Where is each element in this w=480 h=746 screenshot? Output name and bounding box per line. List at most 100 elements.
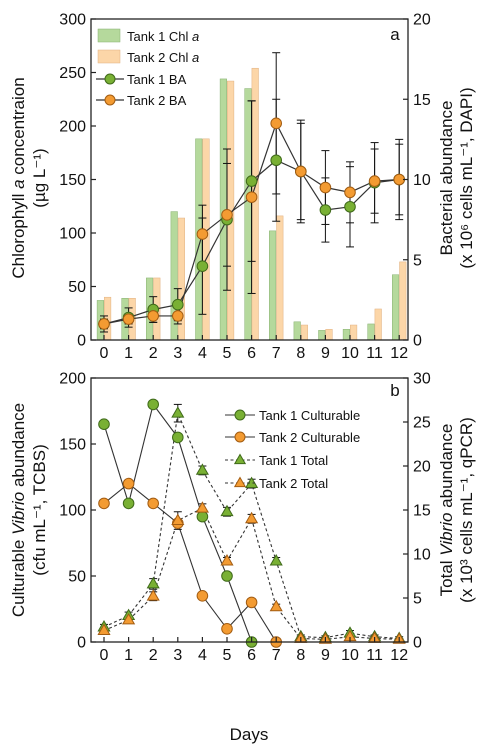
point-tank-1-ba-day-10: [344, 200, 356, 213]
panel-b-left-tick-label-50: 50: [68, 569, 86, 586]
panel-a-right-axis-label: Bacterial abundance: [437, 100, 456, 255]
panel-a-x-tick-label-5: 5: [223, 345, 232, 362]
panel-b-left-axis-label: Culturable Vibrio abundance: [9, 403, 28, 617]
panel-a-letter: a: [390, 25, 400, 44]
panel-a-left-tick-label-50: 50: [68, 279, 86, 296]
point-tank-1-culturable-day-3: [172, 431, 184, 444]
bar-tank-2-chl-a-day-11: [374, 308, 382, 340]
point-tank-2-ba-day-9: [319, 181, 332, 194]
point-tank-2-ba-day-7: [270, 117, 283, 130]
panel-b-left-tick-label-100: 100: [59, 503, 86, 520]
point-tank-2-total-day-0: [97, 623, 111, 635]
point-tank-1-ba-day-6: [245, 175, 258, 187]
bar-tank-2-chl-a-day-10: [350, 324, 358, 340]
point-tank-1-culturable-day-1: [122, 497, 135, 510]
point-tank-2-ba-day-11: [368, 175, 381, 187]
panel-a-x-tick-label-10: 10: [341, 345, 359, 362]
panel-b-x-tick-label-12: 12: [390, 647, 408, 664]
point-tank-2-ba-day-4: [196, 228, 209, 240]
panel-a-right-tick-label-0: 0: [413, 333, 422, 350]
bar-tank-2-chl-a-day-12: [399, 261, 407, 340]
panel-a-legend: Tank 1 Chl a Tank 2 Chl a Tank 1 BA Tank 2 …: [96, 28, 199, 108]
panel-b-right-tick-label-0: 0: [413, 635, 422, 652]
panel-b-x-tick-label-7: 7: [272, 647, 281, 664]
point-tank-1-total-day-4: [195, 463, 209, 475]
panel-a-x-tick-label-6: 6: [247, 345, 256, 362]
point-tank-1-ba-day-9: [319, 204, 332, 216]
panel-b-right-tick-label-5: 5: [413, 591, 422, 608]
legend-marker-tank-2-total: [233, 476, 247, 488]
panel-b-x-axis-label: Days: [230, 725, 269, 744]
point-tank-2-ba-day-5: [221, 209, 233, 221]
panel-a-x-tick-label-7: 7: [272, 345, 281, 362]
panel-b-x-tick-label-2: 2: [149, 647, 158, 664]
panel-b-x-tick-label-4: 4: [198, 647, 207, 664]
point-tank-1-total-day-5: [220, 504, 234, 517]
panel-b-right-tick-label-30: 30: [413, 371, 431, 388]
panel-a-left-tick-label-250: 250: [59, 65, 86, 82]
panel-b-right-tick-label-20: 20: [413, 459, 431, 476]
point-tank-1-ba-day-3: [172, 298, 184, 311]
panel-b-legend: Tank 1 Culturable Tank 2 Culturable Tank 1…: [225, 408, 360, 491]
bar-tank-2-chl-a-day-6: [251, 67, 259, 340]
panel-b-x-tick-label-9: 9: [321, 647, 330, 664]
point-tank-1-total-day-3: [171, 406, 185, 418]
point-tank-2-total-day-3: [171, 513, 185, 525]
point-tank-2-ba-day-0: [98, 318, 110, 330]
panel-b-x-tick-label-11: 11: [366, 647, 383, 664]
panel-a-x-tick-label-1: 1: [124, 345, 133, 362]
panel-b-right-axis-ticks: 0 5 10 15 20 25 30: [403, 371, 431, 652]
legend-label-tank-1-chl-a: Tank 1 Chl a: [127, 29, 199, 44]
legend-label-tank-2-ba: Tank 2 BA: [127, 93, 187, 108]
point-tank-1-total-day-7: [269, 554, 283, 566]
panel-b-x-tick-label-8: 8: [296, 647, 305, 664]
point-tank-2-total-day-2: [146, 589, 160, 601]
panel-b-x-tick-label-0: 0: [100, 647, 109, 664]
point-tank-1-culturable-day-2: [147, 398, 159, 411]
panel-a-x-tick-label-11: 11: [366, 345, 383, 362]
legend-marker-tank-2-ba: [104, 94, 116, 106]
point-tank-1-ba-day-4: [196, 260, 209, 272]
legend-label-tank-2-chl-a: Tank 2 Chl a: [127, 50, 199, 65]
point-tank-2-ba-day-6: [245, 191, 258, 203]
panel-a-left-axis-label: Chlorophyll a concentraion: [9, 77, 28, 278]
panel-a-right-tick-label-20: 20: [413, 12, 431, 29]
panel-a-x-axis-ticks: 0 1 2 3 4 5 6 7 8 9 10 11 12: [100, 335, 408, 362]
panel-b-right-axis-label: Total Vibrio abundance: [437, 424, 456, 597]
panel-b-left-tick-label-200: 200: [59, 371, 86, 388]
legend-marker-tank-1-total: [233, 453, 247, 465]
panel-b-lines: [97, 398, 406, 648]
panel-a-left-tick-label-300: 300: [59, 12, 86, 29]
bar-tank-1-chl-a-day-6: [244, 88, 252, 340]
panel-a-x-tick-label-2: 2: [149, 345, 158, 362]
bar-tank-2-chl-a-day-3: [177, 217, 185, 340]
panel-a-x-tick-label-3: 3: [173, 345, 182, 362]
panel-a-x-tick-label-0: 0: [100, 345, 109, 362]
panel-b-x-axis-ticks: 0 1 2 3 4 5 6 7 8 9 10 11 12: [100, 637, 408, 664]
panel-b-x-tick-label-3: 3: [173, 647, 182, 664]
point-tank-2-total-day-7: [269, 599, 283, 612]
bar-tank-1-chl-a-day-7: [269, 230, 277, 340]
panel-a-left-axis-unit: (µg L⁻¹): [30, 148, 49, 207]
bar-tank-1-chl-a-day-9: [318, 330, 326, 340]
bar-tank-2-chl-a-day-7: [276, 215, 284, 340]
panel-a-left-tick-label-200: 200: [59, 119, 86, 136]
panel-a-x-tick-label-4: 4: [198, 345, 207, 362]
panel-b-left-axis-unit: (cfu mL⁻¹, TCBS): [30, 444, 49, 575]
point-tank-2-ba-day-3: [172, 310, 184, 322]
panel-b-right-tick-label-15: 15: [413, 503, 431, 520]
legend-swatch-tank-2-chl-a: [97, 49, 121, 64]
legend-swatch-tank-1-chl-a: [97, 28, 121, 43]
legend-marker-tank-2-culturable: [234, 431, 246, 443]
bar-tank-1-chl-a-day-10: [342, 329, 350, 340]
panel-a-left-tick-label-150: 150: [59, 172, 86, 189]
point-tank-2-culturable-day-1: [122, 477, 135, 490]
panel-a-left-tick-label-0: 0: [77, 333, 86, 350]
panel-b-left-axis-ticks: 0 50 100 150 200: [59, 371, 96, 652]
panel-a-right-tick-label-10: 10: [413, 172, 431, 189]
panel-b-right-tick-label-25: 25: [413, 415, 431, 432]
panel-a-right-tick-label-15: 15: [413, 92, 431, 109]
legend-label-tank-1-total: Tank 1 Total: [259, 453, 328, 468]
panel-a-right-axis-unit: (x 10⁶ cells mL⁻¹, DAPI): [457, 87, 476, 268]
